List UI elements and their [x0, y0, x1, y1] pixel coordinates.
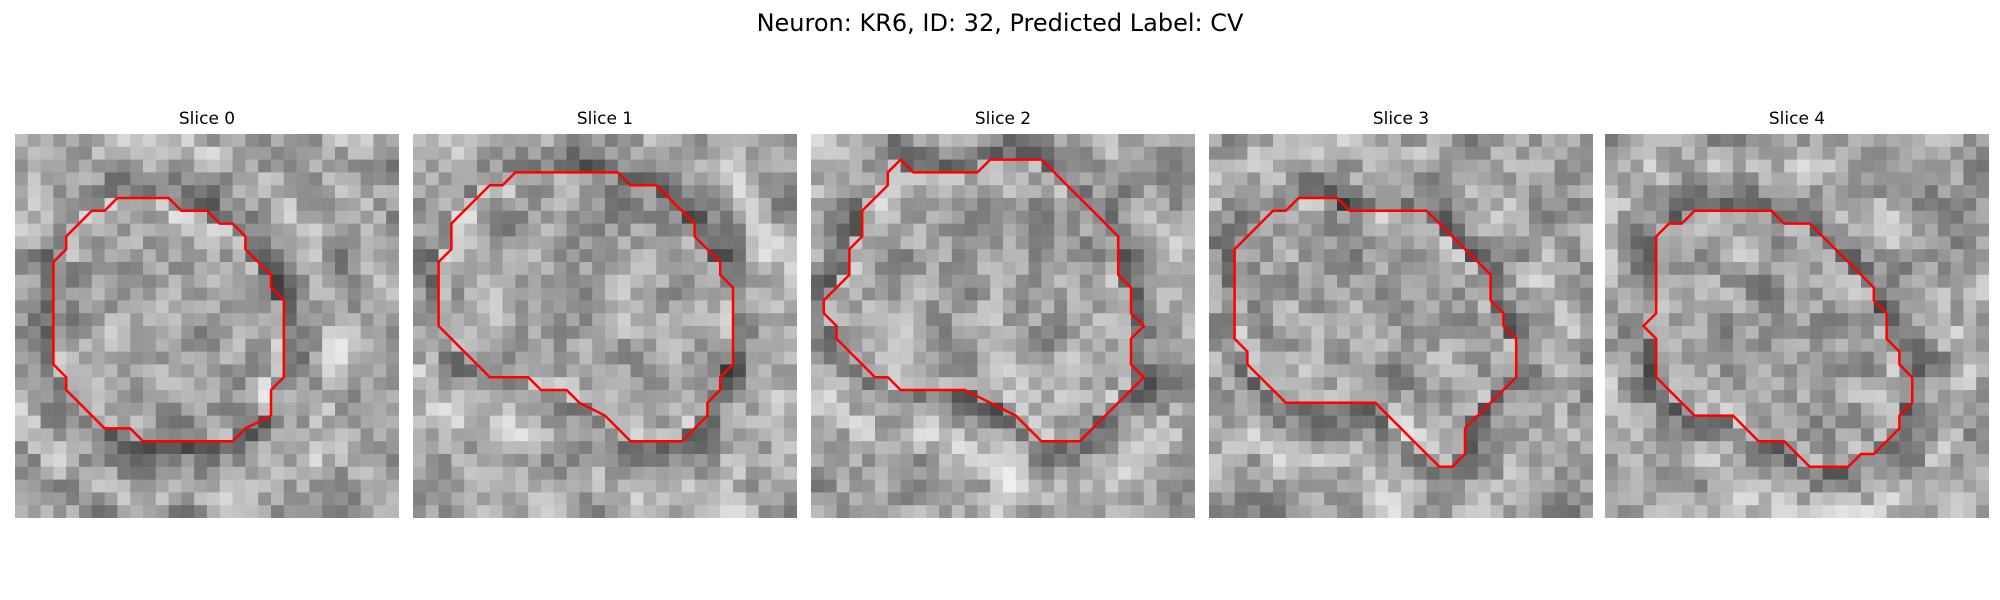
slice-title: Slice 4 [1768, 109, 1826, 129]
slice-micrograph [1209, 134, 1593, 518]
slice-title: Slice 1 [576, 109, 634, 129]
micrograph-pixels [1605, 134, 1989, 518]
micrograph-pixels [15, 134, 399, 518]
slice-micrograph [811, 134, 1195, 518]
slice-micrograph [15, 134, 399, 518]
slice-image [15, 134, 399, 518]
micrograph-pixels [811, 134, 1195, 518]
micrograph-pixels [1209, 134, 1593, 518]
segmentation-contour [822, 158, 1146, 443]
segmentation-contour [1642, 209, 1914, 469]
slice-title: Slice 3 [1372, 109, 1430, 129]
slice-image [1605, 134, 1989, 518]
slice-title: Slice 2 [974, 109, 1032, 129]
slice-micrograph [1605, 134, 1989, 518]
slice-image [1209, 134, 1593, 518]
slice-micrograph [413, 134, 797, 518]
segmentation-contour [52, 196, 286, 443]
slice-image [413, 134, 797, 518]
segmentation-contour [437, 171, 735, 443]
segmentation-contour [1233, 196, 1518, 469]
micrograph-pixels [413, 134, 797, 518]
slice-image [811, 134, 1195, 518]
slice-title: Slice 0 [178, 109, 236, 129]
figure-title: Neuron: KR6, ID: 32, Predicted Label: CV [756, 9, 1244, 37]
